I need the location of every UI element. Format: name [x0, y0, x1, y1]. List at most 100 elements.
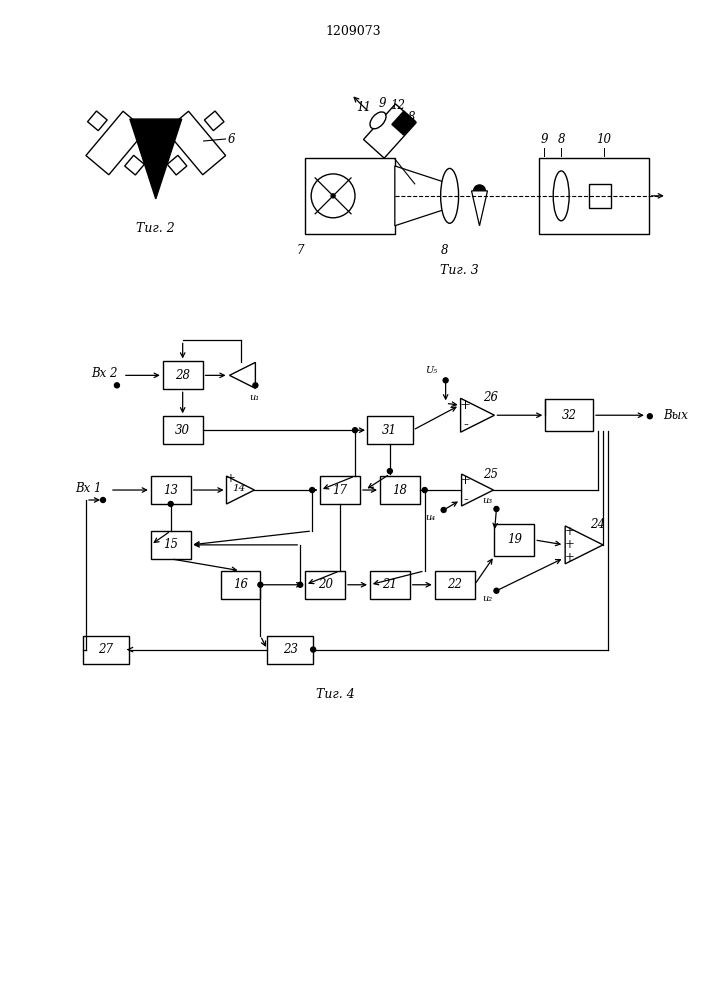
Circle shape: [331, 194, 335, 198]
Text: 12: 12: [390, 99, 405, 112]
Circle shape: [387, 469, 392, 474]
Circle shape: [443, 378, 448, 383]
Polygon shape: [392, 111, 416, 135]
Bar: [435, 571, 474, 599]
Text: 18: 18: [392, 484, 407, 497]
Bar: [151, 476, 191, 504]
Bar: [545, 399, 593, 431]
Ellipse shape: [553, 171, 569, 221]
Text: u₁: u₁: [250, 393, 259, 402]
Ellipse shape: [440, 168, 459, 223]
Bar: [370, 571, 410, 599]
Text: 20: 20: [317, 578, 332, 591]
Circle shape: [253, 383, 258, 388]
Polygon shape: [460, 398, 494, 432]
Text: 19: 19: [507, 533, 522, 546]
Bar: [83, 636, 129, 664]
Text: Вх 1: Вх 1: [75, 482, 101, 495]
Text: 24: 24: [590, 518, 605, 531]
Text: 13: 13: [163, 484, 178, 497]
Text: 8: 8: [557, 133, 565, 146]
Text: 27: 27: [98, 643, 114, 656]
Text: 6: 6: [228, 133, 235, 146]
Text: +: +: [565, 551, 575, 564]
Circle shape: [648, 414, 653, 419]
Circle shape: [168, 501, 173, 506]
Bar: [163, 361, 203, 389]
Circle shape: [441, 507, 446, 512]
Bar: [367, 416, 413, 444]
Polygon shape: [204, 111, 224, 131]
Text: 8: 8: [408, 111, 416, 124]
Polygon shape: [130, 119, 182, 199]
Text: 28: 28: [175, 369, 190, 382]
Text: 1209073: 1209073: [325, 25, 381, 38]
Text: +: +: [565, 525, 575, 538]
Bar: [163, 416, 203, 444]
Bar: [221, 571, 260, 599]
Text: 8: 8: [441, 244, 448, 257]
Text: Τиг. 2: Τиг. 2: [136, 222, 175, 235]
Bar: [380, 476, 420, 504]
Text: Вых: Вых: [662, 409, 688, 422]
Text: -: -: [463, 493, 468, 507]
Text: 21: 21: [382, 578, 397, 591]
Circle shape: [353, 428, 358, 433]
Polygon shape: [86, 111, 146, 175]
Text: 16: 16: [233, 578, 248, 591]
Bar: [305, 158, 395, 234]
Bar: [151, 531, 191, 559]
Circle shape: [422, 488, 427, 493]
Text: +: +: [226, 472, 235, 485]
Bar: [320, 476, 360, 504]
Polygon shape: [565, 526, 603, 564]
Polygon shape: [462, 474, 493, 506]
Text: 15: 15: [163, 538, 178, 551]
Bar: [305, 571, 345, 599]
Text: 17: 17: [332, 484, 348, 497]
Text: 23: 23: [283, 643, 298, 656]
Text: 10: 10: [597, 133, 612, 146]
Text: Τиг. 3: Τиг. 3: [440, 264, 479, 277]
Text: 9: 9: [540, 133, 548, 146]
Text: 26: 26: [484, 391, 498, 404]
Polygon shape: [363, 104, 416, 158]
Text: 11: 11: [356, 101, 371, 114]
Polygon shape: [395, 166, 450, 226]
Bar: [539, 158, 649, 234]
Circle shape: [115, 383, 119, 388]
Circle shape: [258, 582, 263, 587]
Ellipse shape: [370, 112, 386, 129]
Circle shape: [298, 582, 303, 587]
Circle shape: [100, 498, 105, 502]
Text: 14: 14: [232, 484, 245, 493]
Circle shape: [474, 185, 486, 197]
Bar: [494, 524, 534, 556]
Text: 22: 22: [447, 578, 462, 591]
Polygon shape: [165, 111, 226, 175]
Text: +: +: [565, 538, 575, 551]
Text: u₃: u₃: [482, 496, 493, 505]
Polygon shape: [88, 111, 107, 131]
Text: Вх 2: Вх 2: [90, 367, 117, 380]
Text: +: +: [460, 399, 471, 412]
Text: +: +: [460, 474, 471, 487]
Text: 9: 9: [378, 97, 385, 110]
Bar: [589, 184, 611, 208]
Polygon shape: [124, 155, 144, 175]
Text: 32: 32: [561, 409, 577, 422]
Text: u₂: u₂: [482, 594, 493, 603]
Text: 7: 7: [296, 244, 304, 257]
Text: 30: 30: [175, 424, 190, 437]
Text: U₅: U₅: [426, 366, 438, 375]
Bar: [267, 636, 313, 664]
Circle shape: [311, 174, 355, 218]
Text: 25: 25: [484, 468, 498, 481]
Polygon shape: [168, 155, 187, 175]
Circle shape: [494, 506, 499, 511]
Polygon shape: [226, 476, 255, 504]
Circle shape: [494, 588, 499, 593]
Text: u₄: u₄: [426, 513, 436, 522]
Text: Τиг. 4: Τиг. 4: [316, 688, 354, 701]
Text: 31: 31: [382, 424, 397, 437]
